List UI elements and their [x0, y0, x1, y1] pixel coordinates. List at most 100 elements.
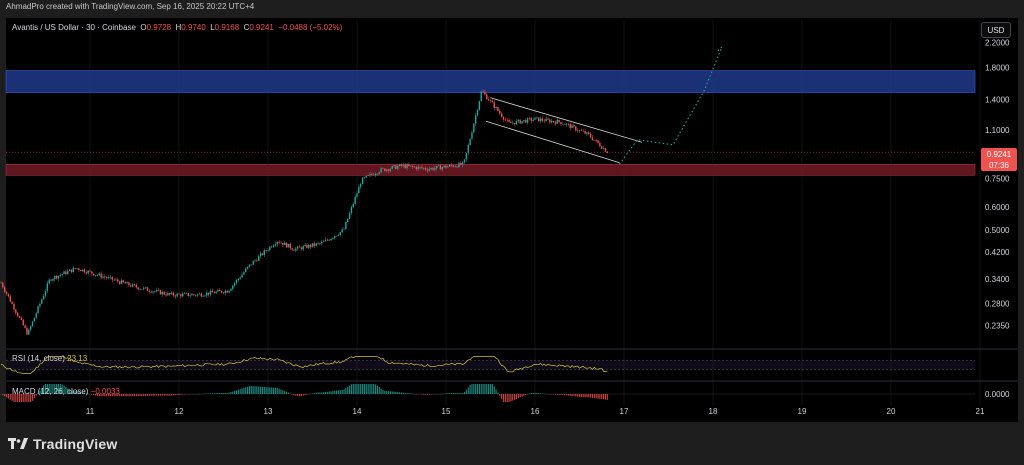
macd-histogram-bar — [595, 394, 597, 399]
candle-body — [306, 244, 308, 248]
candle-body — [430, 167, 432, 170]
macd-histogram-bar — [484, 384, 486, 394]
candle-body — [67, 271, 69, 275]
candle-body — [295, 248, 297, 251]
macd-histogram-bar — [72, 391, 74, 394]
macd-histogram-bar — [369, 384, 371, 394]
rsi-value: 23.13 — [67, 354, 88, 363]
candle-body — [556, 119, 558, 124]
candle-body — [352, 203, 354, 208]
macd-histogram-bar — [287, 392, 289, 394]
candle-body — [193, 294, 195, 295]
macd-histogram-bar — [604, 394, 607, 400]
candle-body — [491, 100, 494, 103]
candle-body — [437, 165, 440, 167]
macd-histogram-bar — [156, 394, 158, 396]
candle-body — [156, 289, 158, 292]
candle-body — [350, 207, 353, 213]
macd-histogram-bar — [582, 394, 584, 398]
candle-body — [552, 120, 555, 122]
candle-body — [263, 250, 265, 255]
macd-histogram-bar — [284, 391, 286, 394]
macd-histogram-bar — [124, 394, 126, 397]
candle-body — [259, 253, 262, 257]
candle-body — [111, 276, 113, 280]
macd-histogram-bar — [491, 384, 493, 394]
macd-histogram-bar — [445, 393, 447, 394]
macd-histogram-bar — [528, 393, 531, 394]
macd-histogram-bar — [512, 394, 514, 401]
macd-histogram-bar — [172, 394, 175, 396]
candle-body — [29, 326, 32, 330]
candle-body — [384, 168, 386, 171]
candle-body — [417, 166, 419, 170]
symbol-legend[interactable]: Avantis / US Dollar · 30 · Coinbase O0.9… — [12, 23, 342, 32]
candle-body — [44, 290, 47, 296]
macd-histogram-bar — [22, 394, 24, 402]
candle-body — [117, 279, 119, 282]
macd-histogram-bar — [478, 384, 480, 394]
candle-body — [348, 212, 351, 219]
macd-histogram-bar — [254, 386, 256, 394]
macd-histogram-bar — [476, 384, 479, 394]
candle-body — [28, 329, 30, 335]
macd-histogram-bar — [450, 393, 453, 394]
macd-histogram-bar — [178, 394, 180, 395]
macd-histogram-bar — [50, 384, 52, 394]
macd-histogram-bar — [159, 394, 162, 396]
macd-histogram-bar — [324, 391, 327, 394]
candle-body — [213, 292, 215, 294]
candle-body — [48, 279, 50, 284]
candle-body — [278, 241, 280, 243]
rsi-legend[interactable]: RSI (14, close) 23.13 — [12, 354, 87, 363]
macd-histogram-bar — [319, 392, 321, 394]
candle-body — [291, 248, 293, 250]
candle-body — [228, 290, 230, 293]
candle-body — [50, 279, 52, 281]
candle-body — [52, 278, 54, 281]
currency-button[interactable]: USD — [981, 22, 1011, 38]
candle-body — [15, 309, 17, 313]
macd-histogram-bar — [502, 394, 505, 402]
candle-body — [554, 121, 557, 124]
candle-body — [233, 283, 236, 286]
macd-histogram-bar — [111, 394, 113, 397]
macd-histogram-bar — [7, 394, 10, 399]
candle-body — [83, 269, 86, 273]
macd-histogram-bar — [493, 386, 495, 394]
candle-body — [274, 244, 277, 246]
candle-body — [330, 238, 332, 241]
candle-body — [172, 292, 175, 296]
candle-body — [512, 122, 514, 124]
tradingview-brand[interactable]: TradingView — [8, 434, 117, 454]
candle-body — [89, 270, 91, 272]
candle-body — [534, 117, 536, 120]
macd-histogram-bar — [354, 384, 356, 394]
macd-histogram-bar — [61, 384, 63, 394]
macd-histogram-bar — [269, 387, 271, 394]
macd-histogram-bar — [69, 389, 71, 394]
candle-body — [593, 140, 596, 141]
macd-histogram-bar — [271, 387, 273, 394]
macd-histogram-bar — [169, 394, 171, 396]
candle-body — [189, 295, 191, 297]
macd-histogram-bar — [217, 393, 219, 394]
x-tick-label: 12 — [175, 407, 184, 416]
macd-histogram-bar — [119, 394, 121, 397]
candle-body — [211, 290, 214, 293]
candle-body — [7, 293, 10, 297]
candle-body — [519, 119, 521, 124]
candle-body — [248, 264, 251, 267]
y-tick-label: 2.2000 — [985, 38, 1010, 47]
macd-histogram-bar — [384, 390, 386, 394]
macd-histogram-bar — [317, 392, 319, 394]
macd-histogram-bar — [148, 394, 150, 396]
candle-body — [434, 168, 436, 170]
macd-legend[interactable]: MACD (12, 26, close) −0.0033 — [12, 387, 120, 396]
candle-body — [406, 164, 408, 169]
macd-histogram-bar — [350, 384, 353, 394]
candle-body — [93, 273, 95, 276]
macd-histogram-bar — [393, 391, 395, 394]
candle-body — [115, 279, 117, 281]
